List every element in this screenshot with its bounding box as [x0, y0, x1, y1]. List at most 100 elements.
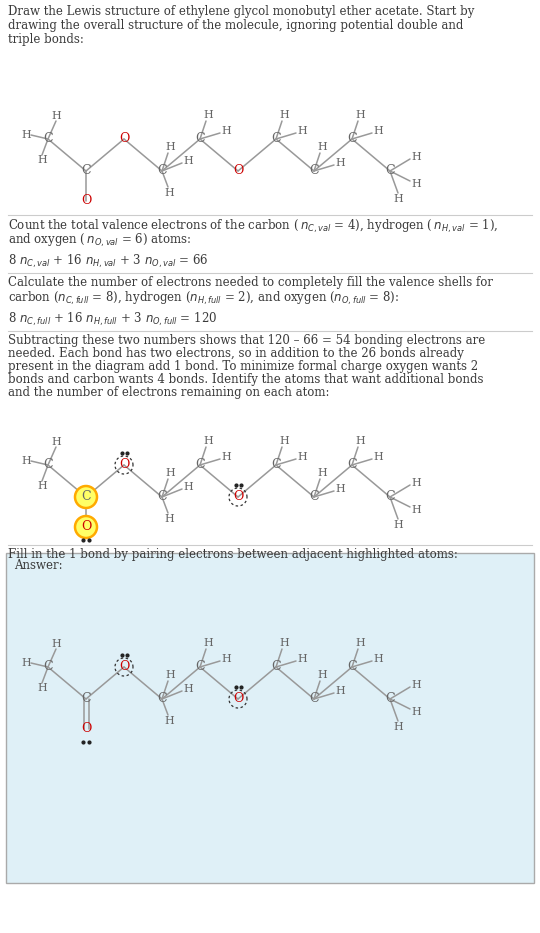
- Text: C: C: [195, 458, 205, 471]
- Text: H: H: [183, 482, 193, 492]
- Text: Subtracting these two numbers shows that 120 – 66 = 54 bonding electrons are: Subtracting these two numbers shows that…: [8, 334, 485, 347]
- Text: H: H: [279, 110, 289, 120]
- Text: present in the diagram add 1 bond. To minimize formal charge oxygen wants 2: present in the diagram add 1 bond. To mi…: [8, 360, 478, 373]
- Text: carbon ($n_{C,full}$ = 8), hydrogen ($n_{H,full}$ = 2), and oxygen ($n_{O,full}$: carbon ($n_{C,full}$ = 8), hydrogen ($n_…: [8, 290, 399, 307]
- Text: and oxygen ( $n_{O,val}$ = 6) atoms:: and oxygen ( $n_{O,val}$ = 6) atoms:: [8, 232, 191, 249]
- Text: needed. Each bond has two electrons, so in addition to the 26 bonds already: needed. Each bond has two electrons, so …: [8, 347, 464, 360]
- Text: H: H: [317, 670, 327, 680]
- Text: C: C: [81, 692, 91, 705]
- Text: Answer:: Answer:: [14, 559, 63, 572]
- Text: H: H: [37, 155, 47, 165]
- Text: H: H: [221, 452, 231, 462]
- Text: H: H: [393, 194, 403, 204]
- Text: H: H: [165, 468, 175, 478]
- Text: C: C: [309, 164, 319, 177]
- Text: H: H: [21, 130, 31, 140]
- Text: H: H: [317, 142, 327, 152]
- Text: H: H: [21, 658, 31, 668]
- Text: C: C: [195, 661, 205, 674]
- Text: H: H: [411, 680, 421, 690]
- Text: C: C: [43, 132, 53, 146]
- Text: O: O: [81, 521, 91, 534]
- Text: H: H: [411, 505, 421, 515]
- Text: H: H: [335, 158, 345, 168]
- Text: C: C: [195, 132, 205, 146]
- Text: bonds and carbon wants 4 bonds. Identify the atoms that want additional bonds: bonds and carbon wants 4 bonds. Identify…: [8, 373, 483, 386]
- Text: Fill in the 1 bond by pairing electrons between adjacent highlighted atoms:: Fill in the 1 bond by pairing electrons …: [8, 548, 458, 561]
- Text: H: H: [165, 670, 175, 680]
- Text: O: O: [119, 661, 129, 674]
- Text: H: H: [411, 152, 421, 162]
- Text: H: H: [373, 654, 383, 664]
- Text: H: H: [221, 654, 231, 664]
- Text: H: H: [221, 126, 231, 136]
- Text: O: O: [81, 194, 91, 207]
- Text: H: H: [393, 520, 403, 530]
- Text: C: C: [271, 458, 281, 471]
- Text: H: H: [279, 436, 289, 446]
- Text: H: H: [335, 484, 345, 494]
- Text: H: H: [203, 436, 213, 446]
- Text: H: H: [373, 126, 383, 136]
- Text: H: H: [51, 437, 61, 447]
- Text: O: O: [119, 132, 129, 146]
- Circle shape: [75, 486, 97, 508]
- FancyBboxPatch shape: [6, 553, 534, 883]
- Text: H: H: [393, 722, 403, 732]
- Text: C: C: [43, 661, 53, 674]
- Text: C: C: [347, 132, 357, 146]
- Text: H: H: [51, 639, 61, 649]
- Text: drawing the overall structure of the molecule, ignoring potential double and: drawing the overall structure of the mol…: [8, 19, 463, 32]
- Text: C: C: [385, 491, 395, 504]
- Text: H: H: [297, 654, 307, 664]
- Text: C: C: [271, 661, 281, 674]
- Text: O: O: [81, 722, 91, 735]
- Text: H: H: [203, 110, 213, 120]
- Text: C: C: [347, 458, 357, 471]
- Text: H: H: [411, 478, 421, 488]
- Text: and the number of electrons remaining on each atom:: and the number of electrons remaining on…: [8, 386, 329, 399]
- Text: H: H: [317, 468, 327, 478]
- Text: H: H: [335, 686, 345, 696]
- Text: H: H: [37, 481, 47, 491]
- Text: C: C: [157, 491, 167, 504]
- Text: O: O: [233, 164, 243, 177]
- Text: H: H: [355, 638, 365, 648]
- Text: H: H: [183, 684, 193, 694]
- Circle shape: [75, 516, 97, 538]
- Text: C: C: [81, 491, 91, 504]
- Text: H: H: [37, 683, 47, 693]
- Text: H: H: [297, 452, 307, 462]
- Text: 8 $n_{C,val}$ + 16 $n_{H,val}$ + 3 $n_{O,val}$ = 66: 8 $n_{C,val}$ + 16 $n_{H,val}$ + 3 $n_{O…: [8, 253, 208, 271]
- Text: H: H: [164, 716, 174, 726]
- Text: H: H: [355, 110, 365, 120]
- Text: H: H: [411, 179, 421, 189]
- Text: C: C: [81, 164, 91, 177]
- Text: H: H: [51, 111, 61, 121]
- Text: H: H: [164, 514, 174, 524]
- Text: C: C: [385, 692, 395, 705]
- Text: C: C: [157, 692, 167, 705]
- Text: C: C: [271, 132, 281, 146]
- Text: H: H: [411, 707, 421, 717]
- Text: C: C: [309, 692, 319, 705]
- Text: H: H: [203, 638, 213, 648]
- Text: H: H: [373, 452, 383, 462]
- Text: O: O: [233, 692, 243, 705]
- Text: H: H: [165, 142, 175, 152]
- Text: H: H: [279, 638, 289, 648]
- Text: H: H: [183, 156, 193, 166]
- Text: triple bonds:: triple bonds:: [8, 33, 84, 46]
- Text: C: C: [385, 164, 395, 177]
- Text: Calculate the number of electrons needed to completely fill the valence shells f: Calculate the number of electrons needed…: [8, 276, 493, 289]
- Text: C: C: [43, 458, 53, 471]
- Text: O: O: [233, 491, 243, 504]
- Text: C: C: [309, 491, 319, 504]
- Text: 8 $n_{C,full}$ + 16 $n_{H,full}$ + 3 $n_{O,full}$ = 120: 8 $n_{C,full}$ + 16 $n_{H,full}$ + 3 $n_…: [8, 311, 217, 328]
- Text: H: H: [21, 456, 31, 466]
- Text: C: C: [157, 164, 167, 177]
- Text: H: H: [355, 436, 365, 446]
- Text: H: H: [297, 126, 307, 136]
- Text: H: H: [164, 188, 174, 198]
- Text: C: C: [347, 661, 357, 674]
